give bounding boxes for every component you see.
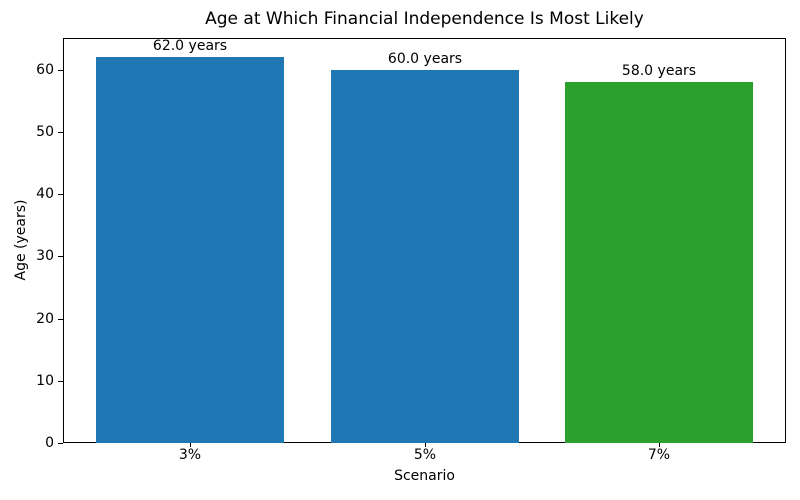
- x-tick-mark: [190, 443, 191, 447]
- y-tick-label: 20: [36, 311, 54, 327]
- y-tick-label: 30: [36, 248, 54, 264]
- y-tick-mark: [58, 194, 63, 195]
- chart-title: Age at Which Financial Independence Is M…: [205, 9, 644, 29]
- x-tick-label: 5%: [413, 447, 437, 463]
- x-tick-mark: [659, 443, 660, 447]
- x-axis-label: Scenario: [394, 468, 455, 484]
- y-tick-mark: [58, 381, 63, 382]
- bar: [96, 57, 284, 443]
- bar: [331, 70, 519, 443]
- bar: [565, 82, 753, 443]
- bar-value-label: 60.0 years: [387, 51, 463, 67]
- y-tick-mark: [58, 132, 63, 133]
- y-tick-label: 50: [36, 124, 54, 140]
- y-tick-mark: [58, 319, 63, 320]
- x-tick-label: 3%: [178, 447, 202, 463]
- y-tick-label: 0: [45, 435, 54, 451]
- x-tick-label: 7%: [647, 447, 671, 463]
- y-axis-label: Age (years): [13, 199, 29, 281]
- y-tick-mark: [58, 70, 63, 71]
- x-tick-mark: [425, 443, 426, 447]
- y-tick-label: 60: [36, 62, 54, 78]
- y-tick-label: 40: [36, 186, 54, 202]
- bar-value-label: 58.0 years: [621, 63, 697, 79]
- y-tick-label: 10: [36, 373, 54, 389]
- y-tick-mark: [58, 443, 63, 444]
- y-tick-mark: [58, 256, 63, 257]
- bar-value-label: 62.0 years: [152, 38, 228, 54]
